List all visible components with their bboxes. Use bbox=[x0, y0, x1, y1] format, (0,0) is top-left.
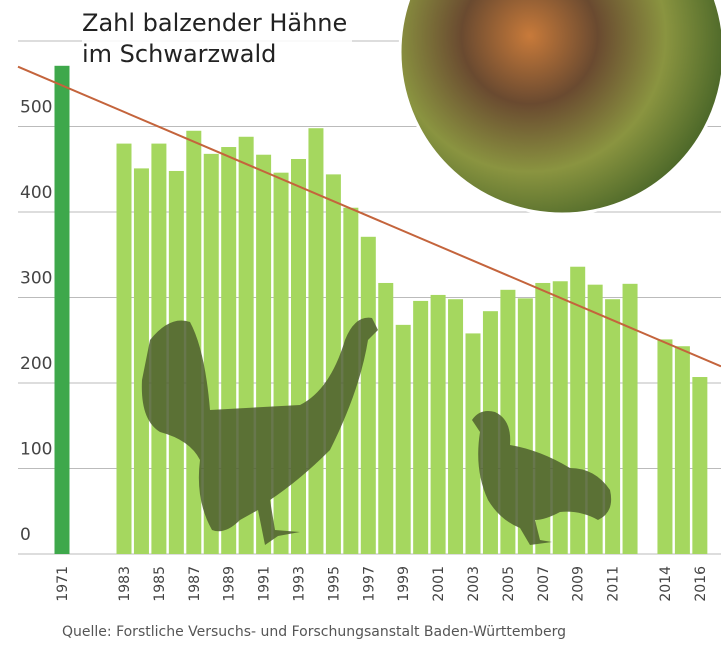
x-tick-label: 1993 bbox=[292, 566, 308, 602]
page: 0 100 200 300 400 500 1971 1983 1985 1987 1989 1991… bbox=[0, 0, 721, 651]
x-tick-label: 1995 bbox=[326, 566, 342, 602]
x-tick-label: 2016 bbox=[693, 566, 709, 602]
x-tick-label: 1971 bbox=[55, 566, 71, 602]
bar bbox=[431, 295, 446, 554]
y-tick-label: 0 bbox=[20, 525, 31, 545]
bar bbox=[448, 299, 463, 554]
x-tick-label: 2001 bbox=[431, 566, 447, 602]
x-tick-label: 1987 bbox=[187, 566, 203, 602]
chart-title: Zahl balzender Hähne im Schwarzwald bbox=[82, 8, 352, 70]
x-tick-label: 1983 bbox=[117, 566, 133, 602]
bar bbox=[692, 377, 707, 554]
x-tick-label: 2011 bbox=[606, 566, 622, 602]
y-tick-label: 100 bbox=[20, 440, 52, 460]
bar bbox=[657, 339, 672, 554]
bar bbox=[378, 283, 393, 554]
x-tick-label: 1991 bbox=[257, 566, 273, 602]
bar bbox=[605, 299, 620, 554]
bar bbox=[396, 325, 411, 554]
bar bbox=[675, 346, 690, 554]
x-tick-label: 2007 bbox=[536, 566, 552, 602]
bar bbox=[413, 301, 428, 554]
x-tick-label: 1985 bbox=[152, 566, 168, 602]
x-tick-label: 2009 bbox=[571, 566, 587, 602]
photo bbox=[400, 0, 721, 214]
x-tick-label: 1999 bbox=[396, 566, 412, 602]
x-tick-label: 1989 bbox=[222, 566, 238, 602]
y-tick-label: 500 bbox=[20, 98, 52, 118]
x-tick-label: 1997 bbox=[361, 566, 377, 602]
y-tick-label: 200 bbox=[20, 354, 52, 374]
bar bbox=[291, 159, 306, 554]
bar bbox=[466, 333, 481, 554]
chart: 0 100 200 300 400 500 1971 1983 1985 1987 1989 1991… bbox=[0, 0, 721, 651]
x-tick-label: 2014 bbox=[658, 566, 674, 602]
y-tick-label: 400 bbox=[20, 183, 52, 203]
bar bbox=[274, 173, 289, 554]
bar bbox=[117, 144, 132, 554]
source-note: Quelle: Forstliche Versuchs- und Forschu… bbox=[62, 624, 566, 640]
bar bbox=[55, 66, 70, 554]
y-tick-label: 300 bbox=[20, 269, 52, 289]
bar bbox=[361, 237, 376, 554]
x-tick-label: 2003 bbox=[466, 566, 482, 602]
x-tick-label: 2005 bbox=[501, 566, 517, 602]
